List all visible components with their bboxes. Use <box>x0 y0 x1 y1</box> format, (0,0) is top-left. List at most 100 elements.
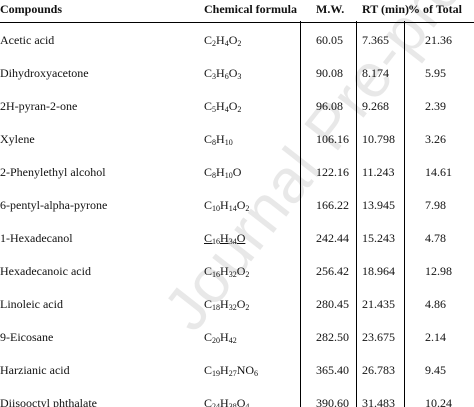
formula-subscript: 8 <box>212 138 217 147</box>
formula-element: C <box>204 66 213 80</box>
formula-element: H <box>220 297 229 311</box>
formula-element: O <box>228 66 238 80</box>
column-rule <box>300 21 301 407</box>
formula-subscript: 6 <box>254 369 259 378</box>
formula-subscript: 34 <box>228 237 237 246</box>
formula-element: H <box>220 231 229 245</box>
compound-name: 2H-pyran-2-one <box>0 99 78 113</box>
molecular-weight: 242.44 <box>316 231 349 245</box>
table-row: Xylene C8H10 106.16 10.798 3.26 <box>0 122 474 155</box>
retention-time: 23.675 <box>362 330 395 344</box>
retention-time: 10.798 <box>362 132 395 146</box>
compound-name: 1-Hexadecanol <box>0 231 73 245</box>
formula-subscript: 2 <box>212 39 217 48</box>
formula-element: H <box>216 132 225 146</box>
formula-subscript: 4 <box>224 105 229 114</box>
formula-element: O <box>228 99 238 113</box>
chemical-formula: C8H10O <box>204 165 241 180</box>
table-body: Acetic acid C2H4O2 60.05 7.365 21.36 Dihydrox… <box>0 21 474 407</box>
formula-element: H <box>220 264 229 278</box>
formula-subscript: 2 <box>245 204 250 213</box>
chemical-formula: C16H32O2 <box>204 264 249 279</box>
formula-subscript: 4 <box>245 402 250 407</box>
percent-total: 2.14 <box>425 330 446 344</box>
formula-subscript: 10 <box>224 138 233 147</box>
formula-element: C <box>204 264 213 278</box>
table-header-row: Compounds Chemical formula M.W. RT (min)… <box>0 0 474 23</box>
chemical-formula: C16H34O <box>204 231 245 246</box>
molecular-weight: 106.16 <box>316 132 349 146</box>
molecular-weight: 90.08 <box>316 66 343 80</box>
compound-name: 2-Phenylethyl alcohol <box>0 165 106 179</box>
percent-total: 2.39 <box>425 99 446 113</box>
formula-subscript: 38 <box>228 402 237 407</box>
formula-subscript: 5 <box>212 105 217 114</box>
retention-time: 26.783 <box>362 363 395 377</box>
header-molecular-weight: M.W. <box>316 2 345 16</box>
table-row: Hexadecanoic acid C16H32O2 256.42 18.964 12.… <box>0 254 474 287</box>
formula-element: H <box>220 363 229 377</box>
formula-element: C <box>204 231 213 245</box>
formula-element: H <box>220 396 229 407</box>
formula-element: O <box>236 396 246 407</box>
table-row: 6-pentyl-alpha-pyrone C10H14O2 166.22 13.94… <box>0 188 474 221</box>
percent-total: 4.86 <box>425 297 446 311</box>
table-row: 2H-pyran-2-one C5H4O2 96.08 9.268 2.39 <box>0 89 474 122</box>
formula-subscript: 42 <box>228 336 237 345</box>
percent-total: 7.98 <box>425 198 446 212</box>
formula-subscript: 14 <box>228 204 237 213</box>
compound-name: 6-pentyl-alpha-pyrone <box>0 198 108 212</box>
formula-subscript: 32 <box>228 303 237 312</box>
percent-total: 4.78 <box>425 231 446 245</box>
formula-subscript: 2 <box>237 39 242 48</box>
formula-subscript: 24 <box>212 402 221 407</box>
molecular-weight: 60.05 <box>316 33 343 47</box>
formula-subscript: 2 <box>245 270 250 279</box>
formula-element: H <box>216 33 225 47</box>
formula-element: O <box>232 165 242 179</box>
formula-subscript: 2 <box>245 303 250 312</box>
formula-element: H <box>220 198 229 212</box>
formula-subscript: 27 <box>228 369 237 378</box>
retention-time: 7.365 <box>362 33 389 47</box>
compound-name: Diisooctyl phthalate <box>0 396 97 407</box>
chemical-formula: C18H32O2 <box>204 297 249 312</box>
formula-subscript: 3 <box>237 72 242 81</box>
percent-total: 5.95 <box>425 66 446 80</box>
retention-time: 9.268 <box>362 99 389 113</box>
chemical-formula: C5H4O2 <box>204 99 241 114</box>
formula-element: C <box>204 165 213 179</box>
molecular-weight: 280.45 <box>316 297 349 311</box>
formula-element: C <box>204 198 213 212</box>
retention-time: 21.435 <box>362 297 395 311</box>
formula-subscript: 20 <box>212 336 221 345</box>
molecular-weight: 166.22 <box>316 198 349 212</box>
formula-element: H <box>216 99 225 113</box>
compound-name: Hexadecanoic acid <box>0 264 91 278</box>
formula-subscript: 4 <box>224 39 229 48</box>
retention-time: 13.945 <box>362 198 395 212</box>
chemical-formula: C24H38O4 <box>204 396 249 407</box>
chemical-formula: C3H6O3 <box>204 66 241 81</box>
molecular-weight: 96.08 <box>316 99 343 113</box>
formula-element: H <box>216 66 225 80</box>
formula-subscript: 2 <box>237 105 242 114</box>
formula-element: O <box>236 231 246 245</box>
formula-element: C <box>204 330 213 344</box>
formula-subscript: 32 <box>228 270 237 279</box>
percent-total: 12.98 <box>425 264 452 278</box>
formula-subscript: 6 <box>224 72 229 81</box>
compound-name: 9-Eicosane <box>0 330 54 344</box>
table-row: 2-Phenylethyl alcohol C8H10O 122.16 11.243 1… <box>0 155 474 188</box>
formula-subscript: 10 <box>224 171 233 180</box>
column-rule <box>356 21 357 407</box>
chemical-formula: C10H14O2 <box>204 198 249 213</box>
formula-element: C <box>204 33 213 47</box>
percent-total: 9.45 <box>425 363 446 377</box>
molecular-weight: 365.40 <box>316 363 349 377</box>
molecular-weight: 390.60 <box>316 396 349 407</box>
formula-element: C <box>204 297 213 311</box>
formula-subscript: 3 <box>212 72 217 81</box>
